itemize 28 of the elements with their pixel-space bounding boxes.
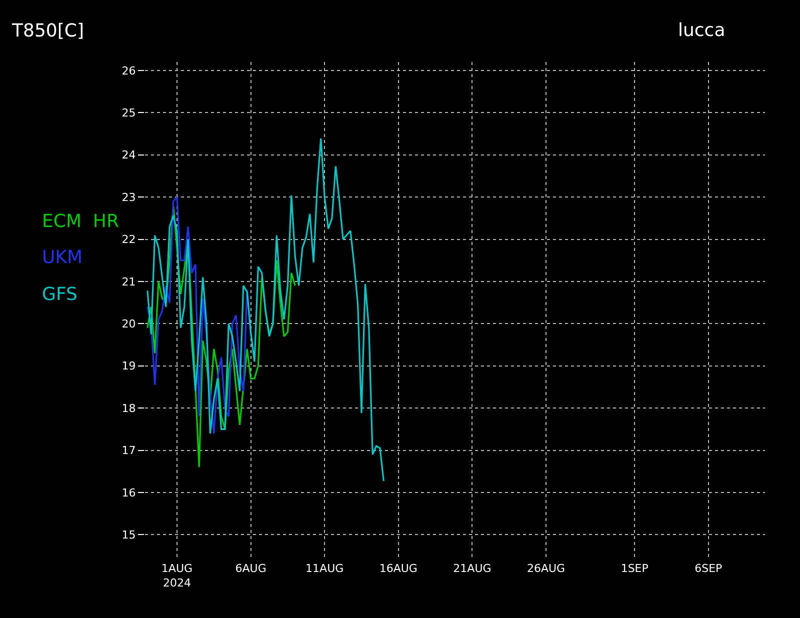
- y-tick-label: 25: [122, 106, 136, 120]
- text: UKM: [42, 247, 83, 268]
- y-tick-label: 18: [122, 402, 136, 415]
- y-tick-label: 19: [122, 360, 136, 373]
- y-tick-label: 20: [122, 318, 136, 331]
- text: GFS: [42, 284, 78, 305]
- line-series: [146, 196, 252, 434]
- y-tick-label: 17: [122, 444, 136, 458]
- chart-title: T850[C]: [11, 20, 84, 42]
- y-tick-label: 21: [122, 275, 136, 288]
- x-tick-label: 1SEP: [620, 562, 649, 575]
- text: ECM HR: [42, 211, 119, 232]
- y-tick-label: 24: [122, 148, 136, 162]
- y-tick-label: 15: [122, 528, 136, 542]
- x-tick-label: 6AUG: [235, 562, 266, 575]
- x-tick-label: 26AUG: [526, 562, 566, 575]
- y-tick-label: 22: [122, 233, 136, 246]
- x-tick-label: 21AUG: [453, 562, 492, 575]
- y-tick-label: 23: [122, 190, 136, 204]
- x-tick-label: 11AUG: [306, 562, 344, 575]
- y-tick-label: 16: [122, 486, 136, 500]
- x-tick-label: 16AUG: [379, 562, 418, 575]
- line-series: [146, 138, 384, 482]
- x-tick-label: 1AUG 2024: [161, 562, 193, 590]
- x-tick-label: 6SEP: [694, 562, 723, 575]
- y-tick-label: 26: [122, 64, 136, 78]
- chart-subtitle: lucca: [678, 20, 726, 41]
- line-series: [146, 204, 296, 468]
